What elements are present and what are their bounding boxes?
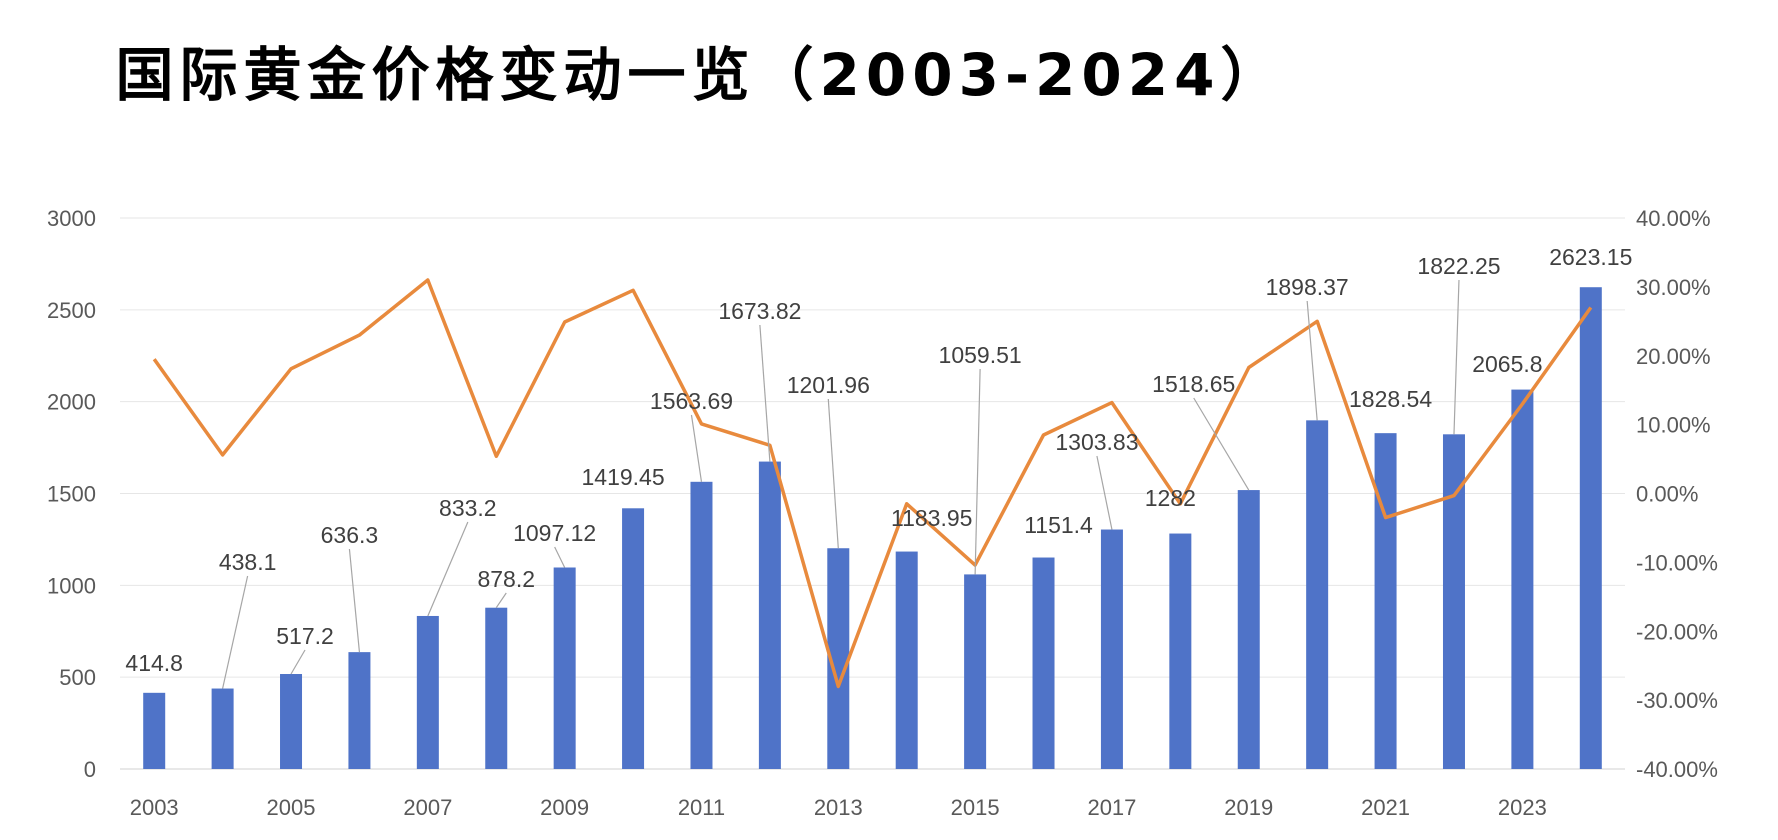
data-label-leader — [427, 521, 469, 617]
y-right-tick-label: 40.00% — [1636, 206, 1711, 231]
y-left-tick-label: 3000 — [47, 206, 96, 231]
x-tick-label: 2019 — [1224, 795, 1273, 820]
bar — [1511, 389, 1534, 769]
data-label: 1097.12 — [513, 520, 596, 546]
data-label: 878.2 — [477, 566, 535, 592]
data-label: 438.1 — [219, 549, 277, 575]
bar — [1306, 420, 1329, 769]
data-label-leader — [495, 592, 507, 609]
bar — [758, 461, 781, 769]
change-rate-line — [152, 278, 1593, 689]
bar — [485, 607, 508, 769]
y-right-tick-label: 0.00% — [1636, 482, 1698, 507]
y-right-tick-label: 30.00% — [1636, 275, 1711, 300]
data-label-leader — [1193, 397, 1250, 491]
data-label: 1282 — [1145, 485, 1196, 511]
y-right-tick-label: -20.00% — [1636, 619, 1718, 644]
bar — [622, 508, 645, 769]
data-label: 1303.83 — [1055, 429, 1138, 455]
data-label-leader — [290, 649, 306, 675]
bar — [1032, 557, 1055, 769]
data-label: 1183.95 — [891, 505, 972, 531]
bar — [895, 551, 918, 769]
x-tick-label: 2013 — [814, 795, 863, 820]
x-tick-label: 2005 — [267, 795, 316, 820]
y-right-tick-label: -30.00% — [1636, 688, 1718, 713]
bar — [964, 574, 987, 769]
data-label: 517.2 — [276, 623, 334, 649]
data-label-leader — [827, 398, 839, 549]
bar — [280, 674, 303, 769]
data-label-leader — [348, 548, 361, 653]
x-tick-label: 2011 — [678, 795, 725, 820]
x-tick-label: 2023 — [1498, 795, 1547, 820]
data-label: 1059.51 — [939, 342, 1022, 368]
data-label: 1822.25 — [1417, 253, 1500, 279]
bar — [348, 652, 371, 769]
bar — [1442, 434, 1465, 769]
bar — [827, 548, 850, 769]
data-label: 2623.15 — [1549, 244, 1632, 270]
data-label: 1563.69 — [650, 388, 733, 414]
y-right-tick-label: 10.00% — [1636, 413, 1711, 438]
data-label-leader — [222, 575, 249, 689]
bar — [211, 688, 234, 769]
x-tick-label: 2003 — [130, 795, 179, 820]
data-label: 1518.65 — [1152, 371, 1235, 397]
data-label-leader — [554, 546, 566, 568]
data-label-leader — [1453, 279, 1460, 435]
bar — [416, 615, 439, 769]
data-label: 1673.82 — [718, 298, 801, 324]
bar — [1169, 533, 1192, 769]
chart-title: 国际黄金价格变动一览（2003-2024） — [115, 41, 1285, 109]
bar — [1100, 529, 1123, 769]
bar — [143, 692, 166, 769]
data-label: 636.3 — [321, 522, 379, 548]
bar — [1237, 490, 1260, 769]
data-label: 1828.54 — [1349, 386, 1432, 412]
x-tick-label: 2007 — [403, 795, 452, 820]
data-label: 1151.4 — [1024, 512, 1093, 538]
y-right-tick-label: -40.00% — [1636, 757, 1718, 782]
bar — [690, 481, 713, 769]
data-label: 1201.96 — [787, 372, 870, 398]
data-label-leader — [1306, 300, 1318, 421]
y-left-tick-label: 2000 — [47, 390, 96, 415]
y-left-tick-label: 2500 — [47, 298, 96, 323]
data-label-leader — [690, 414, 703, 482]
y-left-tick-label: 1000 — [47, 573, 96, 598]
data-label: 833.2 — [439, 495, 497, 521]
y-left-tick-label: 0 — [84, 757, 96, 782]
data-label: 2065.8 — [1472, 351, 1542, 377]
bar — [553, 567, 576, 769]
x-tick-label: 2021 — [1361, 795, 1410, 820]
x-tick-label: 2009 — [540, 795, 589, 820]
bar — [1374, 433, 1397, 769]
data-label: 1419.45 — [581, 464, 664, 490]
x-tick-label: 2017 — [1087, 795, 1136, 820]
y-left-tick-label: 1500 — [47, 482, 96, 507]
data-label: 414.8 — [125, 650, 183, 676]
data-label: 1898.37 — [1266, 274, 1349, 300]
data-label-leader — [974, 368, 981, 575]
y-left-tick-label: 500 — [59, 665, 96, 690]
y-right-tick-label: -10.00% — [1636, 550, 1718, 575]
x-tick-label: 2015 — [951, 795, 1000, 820]
data-label-leader — [1096, 455, 1113, 530]
data-label-leader — [759, 324, 771, 462]
bar — [1579, 287, 1602, 769]
y-right-tick-label: 20.00% — [1636, 344, 1711, 369]
